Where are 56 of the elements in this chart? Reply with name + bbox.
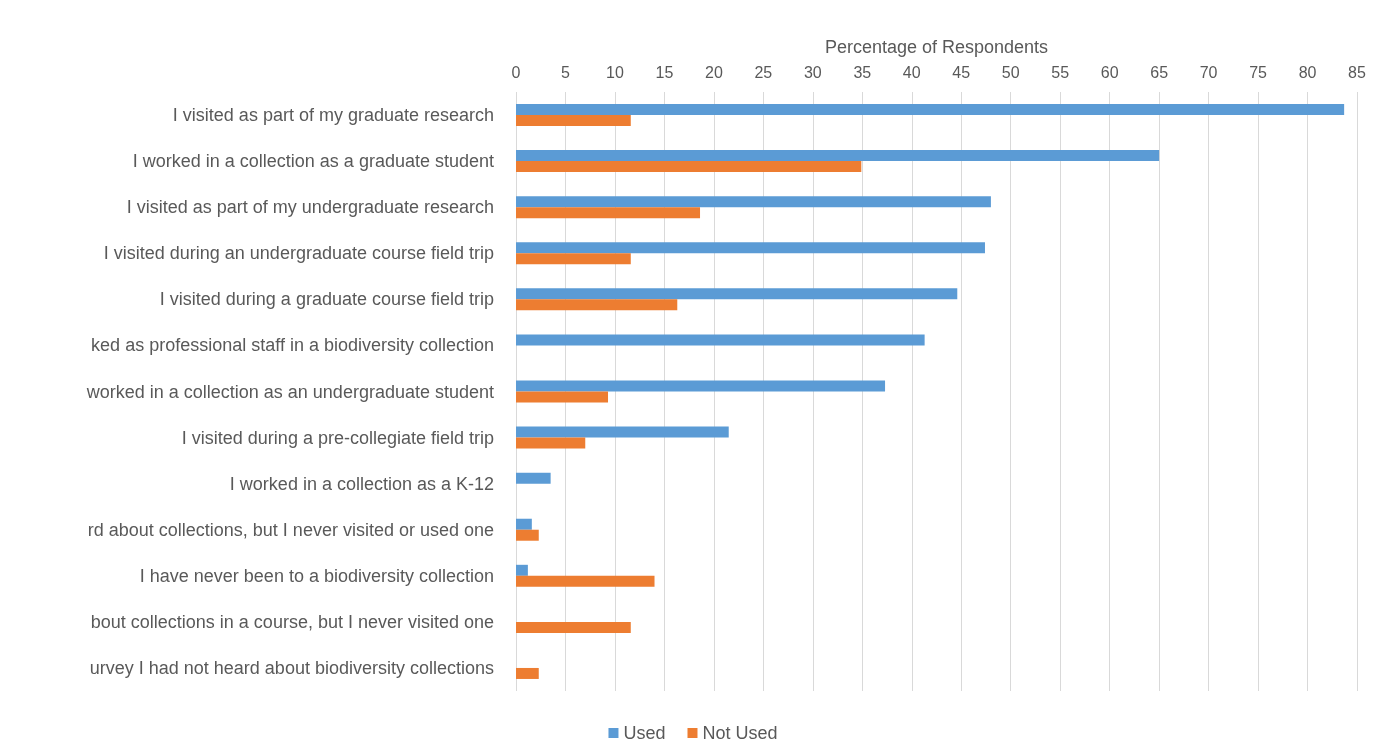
bar <box>516 150 1160 162</box>
x-tick-label: 25 <box>754 63 773 81</box>
bar <box>516 391 609 403</box>
bar <box>516 472 551 484</box>
x-tick-label: 65 <box>1150 63 1169 81</box>
y-tick-label: rd about collections, but I never visited or used one <box>87 519 494 540</box>
y-tick-label: ked as professional staff in a biodiversity collection <box>91 335 494 356</box>
y-tick-label: worked in a collection as an undergraduate student <box>85 381 494 402</box>
y-tick-label: bout collections in a course, but I never visited one <box>90 611 494 632</box>
bar <box>516 437 586 449</box>
y-tick-label: I visited during an undergraduate course field trip <box>103 243 494 264</box>
x-tick-label: 15 <box>655 63 674 81</box>
legend-label: Not Used <box>702 723 778 743</box>
bar <box>516 621 631 633</box>
x-tick-label: 35 <box>853 63 872 81</box>
x-tick-label: 0 <box>511 63 521 81</box>
bar <box>516 334 925 346</box>
bar <box>516 518 532 530</box>
bar <box>516 196 991 208</box>
bar <box>516 242 985 254</box>
x-tick-label: 70 <box>1199 63 1218 81</box>
x-tick-label: 10 <box>606 63 624 81</box>
bar <box>516 253 631 265</box>
bar <box>516 564 528 576</box>
legend-label: Used <box>623 723 666 743</box>
x-tick-label: 60 <box>1100 63 1119 81</box>
bar <box>516 667 539 679</box>
x-tick-label: 80 <box>1298 63 1317 81</box>
x-tick-label: 5 <box>561 63 571 81</box>
x-tick-label: 45 <box>952 63 971 81</box>
y-tick-label: I worked in a collection as a graduate student <box>132 151 494 172</box>
bar <box>516 207 701 219</box>
x-tick-label: 55 <box>1051 63 1070 81</box>
y-tick-label: I have never been to a biodiversity collection <box>139 565 494 586</box>
y-tick-label: I visited during a pre-collegiate field trip <box>181 427 494 448</box>
bar <box>516 161 862 173</box>
bar <box>516 288 958 300</box>
x-tick-label: 20 <box>704 63 723 81</box>
bar <box>516 299 678 311</box>
y-tick-label: I worked in a collection as a K-12 <box>229 473 494 494</box>
y-tick-label: I visited as part of my graduate research <box>172 105 494 126</box>
bar <box>516 104 1345 116</box>
x-tick-label: 50 <box>1001 63 1020 81</box>
x-tick-label: 30 <box>803 63 822 81</box>
y-tick-label: I visited as part of my undergraduate research <box>126 197 494 218</box>
x-tick-label: 85 <box>1348 63 1366 81</box>
bar <box>516 380 886 392</box>
bar <box>516 575 655 587</box>
x-tick-label: 75 <box>1249 63 1268 81</box>
bar <box>516 529 539 541</box>
x-axis-title: Percentage of Respondents <box>824 37 1049 57</box>
x-tick-label: 40 <box>902 63 921 81</box>
bar <box>516 426 729 438</box>
y-tick-label: urvey I had not heard about biodiversity collections <box>89 657 494 678</box>
bar <box>516 115 631 127</box>
y-tick-label: I visited during a graduate course field trip <box>159 289 494 310</box>
